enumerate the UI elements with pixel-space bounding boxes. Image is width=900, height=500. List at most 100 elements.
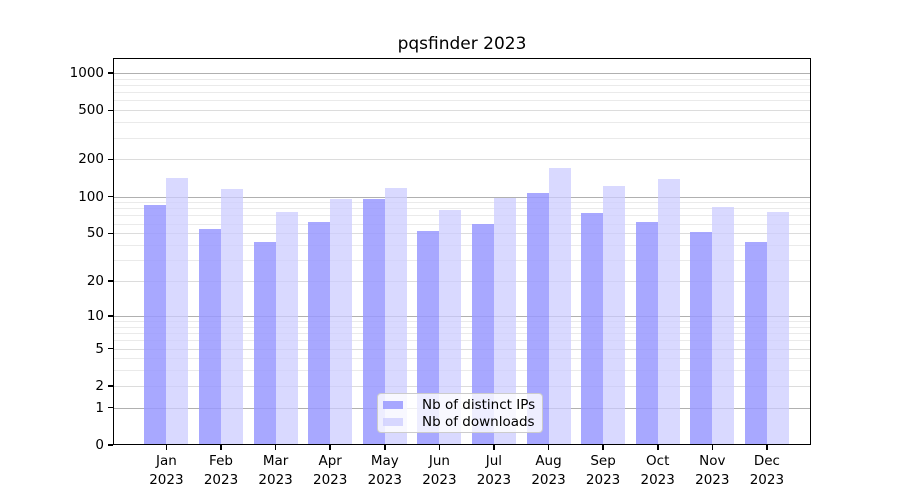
x-tick-label: May 2023 — [367, 453, 402, 488]
x-tick-label: Sep 2023 — [585, 453, 621, 488]
y-tick-label: 500 — [78, 102, 104, 119]
legend-label-distinct-ips: Nb of distinct IPs — [422, 397, 536, 414]
gridline-minor — [113, 100, 811, 102]
bar-distinct-ips-oct — [635, 221, 658, 445]
y-tick-mark — [108, 232, 113, 234]
gridline-labeled — [113, 233, 811, 235]
gridline-minor — [113, 137, 811, 139]
x-tick-mark — [711, 445, 714, 450]
y-tick-mark — [108, 280, 113, 282]
y-tick-mark — [108, 315, 113, 317]
y-tick-mark — [108, 195, 113, 198]
y-tick-label: 100 — [78, 188, 104, 205]
y-tick-label: 2 — [95, 377, 104, 394]
bar-downloads-mar — [275, 211, 298, 445]
gridline-major — [113, 196, 811, 198]
bar-distinct-ips-sep — [581, 212, 604, 445]
gridline-minor — [113, 333, 811, 334]
x-tick-mark — [766, 445, 768, 450]
x-tick-mark — [384, 445, 386, 450]
bar-distinct-ips-may — [362, 199, 385, 445]
x-tick-label: Oct 2023 — [640, 453, 675, 488]
gridline-minor — [113, 245, 811, 246]
gridline-minor — [113, 321, 811, 322]
gridline-minor — [113, 358, 811, 360]
gridline-minor — [113, 92, 811, 94]
bar-distinct-ips-feb — [199, 229, 221, 445]
y-tick-label: 1 — [95, 399, 104, 416]
bar-distinct-ips-jan — [144, 205, 167, 445]
x-tick-mark — [274, 445, 277, 450]
y-tick-label: 20 — [86, 273, 104, 289]
x-tick-mark — [329, 445, 331, 450]
y-tick-mark — [108, 72, 113, 74]
bar-distinct-ips-aug — [526, 192, 549, 445]
x-tick-mark — [657, 445, 659, 450]
gridline-labeled — [113, 110, 811, 112]
legend-swatch-downloads — [383, 417, 403, 426]
x-tick-label: Apr 2023 — [313, 453, 348, 488]
bar-distinct-ips-nov — [690, 232, 713, 445]
y-tick-mark — [108, 158, 113, 161]
x-tick-mark — [493, 445, 495, 450]
gridline-minor — [113, 202, 811, 204]
plot-area: Nb of distinct IPs Nb of downloads — [113, 58, 811, 445]
gridline-minor — [113, 326, 811, 328]
x-tick-mark — [220, 445, 222, 450]
gridline-minor — [113, 340, 811, 342]
x-tick-label: Feb 2023 — [203, 453, 239, 488]
x-tick-label: Nov 2023 — [695, 453, 730, 488]
gridline-minor — [113, 208, 811, 210]
bar-downloads-nov — [712, 207, 735, 445]
x-tick-mark — [165, 445, 168, 450]
gridline-minor — [113, 215, 811, 217]
bar-downloads-jun — [439, 209, 462, 445]
legend: Nb of distinct IPs Nb of downloads — [377, 393, 543, 433]
gridline-minor — [113, 122, 811, 124]
y-tick-label: 1000 — [69, 64, 104, 81]
gridline-labeled — [113, 159, 811, 161]
bar-distinct-ips-apr — [308, 221, 331, 445]
gridline-minor — [113, 223, 811, 225]
x-tick-mark — [547, 445, 550, 450]
gridline-labeled — [113, 385, 811, 387]
bar-downloads-jul — [493, 198, 516, 445]
gridline-minor — [113, 78, 811, 80]
legend-item-distinct-ips: Nb of distinct IPs — [383, 397, 536, 414]
y-tick-mark — [108, 385, 113, 387]
gridline-minor — [113, 370, 811, 372]
bar-downloads-oct — [657, 178, 680, 445]
x-tick-label: Mar 2023 — [258, 453, 293, 488]
y-tick-label: 10 — [86, 307, 104, 324]
x-tick-label: Jun 2023 — [422, 453, 457, 488]
legend-swatch-distinct-ips — [383, 401, 403, 410]
bar-distinct-ips-dec — [744, 242, 767, 445]
y-tick-mark — [108, 406, 113, 409]
bar-distinct-ips-jul — [471, 223, 494, 445]
gridline-minor — [113, 260, 811, 262]
x-tick-label: Aug 2023 — [531, 453, 566, 488]
x-tick-label: Dec 2023 — [749, 453, 785, 488]
bar-downloads-jan — [166, 178, 189, 445]
bar-distinct-ips-jun — [417, 231, 440, 445]
gridline-labeled — [113, 348, 811, 350]
legend-item-downloads: Nb of downloads — [383, 414, 536, 431]
x-tick-mark — [438, 445, 441, 450]
gridline-labeled — [113, 281, 811, 282]
bar-distinct-ips-mar — [253, 242, 276, 445]
y-tick-label: 0 — [95, 437, 104, 453]
y-tick-label: 200 — [78, 151, 104, 168]
x-tick-label: Jan 2023 — [149, 453, 184, 488]
y-tick-mark — [108, 444, 113, 446]
x-tick-mark — [602, 445, 604, 450]
gridline-major — [113, 315, 811, 317]
bar-downloads-dec — [766, 211, 789, 445]
bar-downloads-aug — [548, 168, 571, 445]
gridline-minor — [113, 84, 811, 86]
legend-label-downloads: Nb of downloads — [422, 413, 535, 430]
y-tick-label: 5 — [95, 340, 104, 357]
x-tick-label: Jul 2023 — [476, 453, 512, 488]
bar-downloads-feb — [221, 189, 243, 445]
bar-downloads-sep — [603, 185, 626, 445]
